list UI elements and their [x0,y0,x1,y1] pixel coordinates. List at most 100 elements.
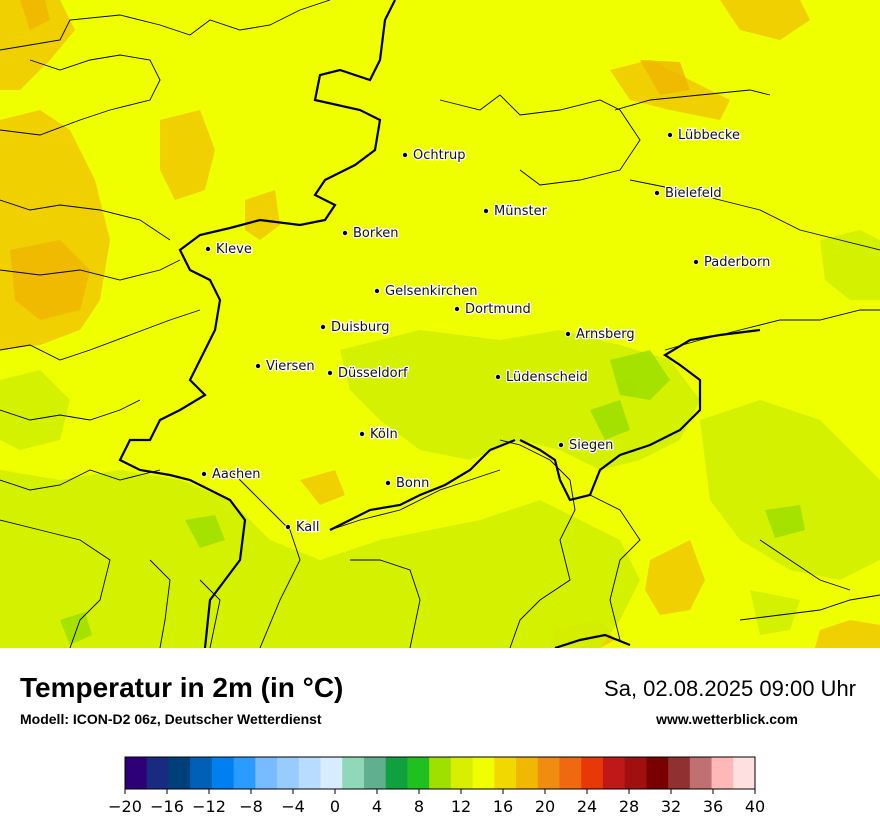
legend-tick-label: 28 [619,797,639,816]
legend-tick-label: −8 [239,797,263,816]
city-label: Siegen [569,438,613,453]
legend-color-bin [168,757,191,789]
city-marker: Köln [358,426,399,443]
map-title: Temperatur in 2m (in °C) [20,672,344,703]
legend-tick-label: −16 [150,797,184,816]
city-marker: Arnsberg [565,326,636,343]
city-dot [453,305,460,312]
legend-color-bin [472,757,495,789]
city-label: Ochtrup [413,148,466,163]
legend-color-bin [277,757,300,789]
city-marker: Kall [284,519,321,536]
legend-tick-label: −12 [192,797,226,816]
legend-color-bin [342,757,365,789]
city-marker: Duisburg [319,319,391,336]
city-marker: Münster [482,203,549,220]
city-label: Bonn [396,476,429,491]
legend-tick-label: 20 [535,797,555,816]
city-dot [319,323,326,330]
legend-canvas: −20 −16 −12 −8 −4 0 4 8 12 16 20 24 28 32 36 40 [108,756,765,816]
city-dot [667,131,674,138]
city-label: Bielefeld [665,186,722,201]
hot-temperature-spots [10,0,690,320]
legend-tick-label: −4 [281,797,305,816]
city-dot [384,479,391,486]
city-marker: Lübbecke [667,127,741,144]
legend-tick-label: 4 [372,797,382,816]
legend-tick-labels: −20 −16 −12 −8 −4 0 4 8 12 16 20 24 28 32 36 40 [108,789,765,816]
city-marker: Siegen [558,437,615,454]
city-dot [693,258,700,265]
legend-color-bin [711,757,734,789]
city-label: Münster [494,204,548,219]
legend-tick-label: 32 [661,797,681,816]
city-marker: Lüdenscheid [494,369,589,386]
city-marker: Ochtrup [401,147,467,164]
city-dot [558,441,565,448]
city-marker: Düsseldorf [326,365,409,382]
temperature-legend: −20 −16 −12 −8 −4 0 4 8 12 16 20 24 28 32 36 40 [0,750,880,830]
legend-color-bin [320,757,343,789]
legend-color-bin [211,757,235,789]
district-borders [0,0,880,648]
forecast-datetime: Sa, 02.08.2025 09:00 Uhr [604,676,856,701]
city-label: Borken [353,226,399,241]
city-dot [341,229,348,236]
city-dot [401,151,408,158]
legend-color-bin [668,757,691,789]
legend-tick-label: 8 [414,797,424,816]
city-marker: Bielefeld [654,185,723,202]
city-dot [482,207,489,214]
cold-temperature-spots [60,350,805,645]
city-marker: Borken [341,225,400,242]
legend-color-bin [602,757,626,789]
legend-color-bin [125,757,148,789]
legend-color-bin [733,757,756,789]
legend-color-bin [559,757,582,789]
city-label: Paderborn [704,255,770,270]
city-dot [494,373,501,380]
city-label: Viersen [266,359,315,374]
legend-color-bin [429,757,452,789]
legend-tick-label: 40 [745,797,765,816]
legend-color-bin [298,757,322,789]
legend-color-bin [363,757,387,789]
city-label: Köln [370,427,398,442]
city-dot [284,524,291,531]
model-subtitle: Modell: ICON-D2 06z, Deutscher Wetterdie… [20,711,322,727]
city-marker: Dortmund [453,301,532,318]
city-dot [373,287,380,294]
city-marker: Kleve [204,241,253,258]
legend-color-bin [255,757,278,789]
city-dot [254,362,261,369]
city-marker: Aachen [200,466,262,483]
city-label: Kleve [216,242,252,257]
city-label: Arnsberg [576,327,635,342]
legend-tick-label: 16 [493,797,513,816]
city-label: Dortmund [465,302,531,317]
legend-tick-label: 12 [451,797,471,816]
legend-color-bin [385,757,409,789]
legend-color-bin [516,757,539,789]
city-label: Aachen [212,467,260,482]
legend-color-bin [450,757,474,789]
city-dot [200,470,207,477]
legend-color-bins [125,757,756,789]
city-dot [326,369,333,376]
city-label: Lüdenscheid [506,370,588,385]
legend-color-bin [233,757,256,789]
city-label: Düsseldorf [338,366,408,381]
city-dot [654,189,661,196]
legend-color-bin [689,757,713,789]
legend-color-bin [581,757,604,789]
legend-color-bin [537,757,561,789]
city-marker: Viersen [254,358,316,375]
legend-color-bin [494,757,517,789]
legend-tick-label: 36 [703,797,723,816]
city-markers: Ochtrup Lübbecke Bielefeld Münster Borken Kle… [200,127,772,536]
legend-color-bin [624,757,647,789]
city-label: Duisburg [331,320,390,335]
city-marker: Bonn [384,475,431,492]
legend-tick-label: 24 [577,797,597,816]
city-dot [358,430,365,437]
